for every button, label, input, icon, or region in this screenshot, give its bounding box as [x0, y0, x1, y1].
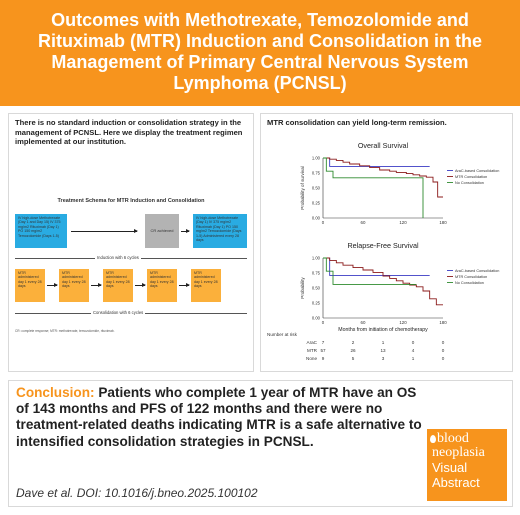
schema-title: Treatment Schema for MTR Induction and C…	[57, 198, 205, 204]
conclusion-body: Patients who complete 1 year of MTR have…	[16, 385, 422, 449]
conclusion-text: Conclusion: Patients who complete 1 year…	[16, 385, 424, 450]
risk-cell: 0	[442, 356, 445, 361]
logo-line-3: Visual	[432, 460, 468, 475]
x-tick-label: 180	[439, 320, 447, 325]
risk-row-name: None	[306, 356, 317, 361]
risk-cell: 9	[322, 356, 325, 361]
induction-label: Induction with 6 cycles	[95, 255, 141, 260]
y-tick-label: 0.50	[312, 186, 321, 191]
blood-neoplasia-logo: blood neoplasia Visual Abstract	[427, 429, 507, 501]
y-tick-label: 0.50	[312, 286, 321, 291]
consolidation-label: Consolidation with 6 cycles	[91, 310, 146, 315]
consolidation-arrow-1	[47, 283, 58, 287]
risk-cell: 2	[352, 340, 355, 345]
x-tick-label: 0	[322, 220, 325, 225]
header-banner: Outcomes with Methotrexate, Temozolomide…	[0, 0, 520, 106]
risk-row-name: AraC	[307, 340, 318, 345]
series-line-0	[323, 157, 430, 167]
induction-box-first: IV high-dose Methotrexate (Day 1 and Day…	[15, 214, 67, 248]
series-line-2	[323, 257, 417, 285]
x-tick-label: 120	[399, 220, 407, 225]
risk-cell: 26	[350, 348, 356, 353]
legend-label: AraC-based Consolidation	[455, 169, 499, 173]
conclusion-panel: Conclusion: Patients who complete 1 year…	[8, 380, 513, 507]
risk-cell: 3	[382, 356, 385, 361]
consolidation-box-5: MTR administered day 1 every 28 days	[191, 269, 221, 302]
chart-title: Overall Survival	[358, 141, 409, 150]
legend-label: No Consolidation	[455, 281, 484, 285]
blood-drop-icon	[430, 435, 436, 443]
induction-box-second: IV high-dose Methotrexate (Day 1) IV 375…	[193, 214, 247, 248]
risk-row-name: MTR	[307, 348, 318, 353]
y-axis-label: Probability of survival	[300, 166, 305, 209]
risk-cell: 7	[322, 340, 325, 345]
logo-line-1: blood	[437, 431, 469, 446]
risk-cell: 13	[380, 348, 386, 353]
citation: Dave et al. DOI: 10.1016/j.bneo.2025.100…	[16, 486, 258, 500]
survival-panel-title: MTR consolidation can yield long-term re…	[267, 118, 447, 127]
risk-cell: 1	[382, 340, 385, 345]
risk-cell: 4	[412, 348, 415, 353]
y-tick-label: 1.00	[312, 256, 321, 261]
y-tick-label: 0.75	[312, 271, 321, 276]
treatment-panel: There is no standard induction or consol…	[8, 113, 254, 372]
consolidation-arrow-2	[91, 283, 102, 287]
x-tick-label: 0	[322, 320, 325, 325]
y-tick-label: 0.75	[312, 171, 321, 176]
x-tick-label: 180	[439, 220, 447, 225]
intro-text: There is no standard induction or consol…	[15, 118, 243, 146]
chart-title: Relapse-Free Survival	[347, 241, 419, 250]
logo-line-4: Abstract	[432, 475, 480, 490]
legend-label: MTR Consolidation	[455, 275, 487, 279]
risk-cell: 0	[442, 348, 445, 353]
consolidation-box-3: MTR administered day 1 every 28 days	[103, 269, 133, 302]
conclusion-label: Conclusion:	[16, 385, 95, 400]
consolidation-arrow-4	[179, 283, 190, 287]
consolidation-box-2: MTR administered day 1 every 28 days	[59, 269, 89, 302]
risk-cell: 5	[352, 356, 355, 361]
risk-cell: 0	[412, 340, 415, 345]
legend-label: MTR Consolidation	[455, 175, 487, 179]
risk-cell: 0	[442, 340, 445, 345]
consolidation-box-1: MTR administered day 1 every 28 days	[15, 269, 45, 302]
risk-cell: 1	[412, 356, 415, 361]
arrow-to-cr	[71, 229, 138, 233]
y-tick-label: 0.25	[312, 301, 321, 306]
y-tick-label: 0.25	[312, 201, 321, 206]
x-tick-label: 120	[399, 320, 407, 325]
risk-cell: 57	[320, 348, 326, 353]
consolidation-arrow-3	[135, 283, 146, 287]
series-line-1	[323, 157, 443, 198]
risk-table-label: Number at risk	[267, 332, 298, 337]
y-axis-label: Probability	[300, 277, 305, 299]
legend-label: No Consolidation	[455, 181, 484, 185]
cr-achieved-box: CR achieved	[145, 214, 179, 248]
y-tick-label: 0.00	[312, 216, 321, 221]
survival-charts: Overall Survival 0.00 0.25 0.50 0.75 1.00 0 60 1…	[267, 141, 499, 361]
consolidation-box-4: MTR administered day 1 every 28 days	[147, 269, 177, 302]
legend-label: AraC-based Consolidation	[455, 269, 499, 273]
footnote: CR: complete response; MTR: methotrexate…	[15, 329, 115, 333]
x-axis-label: Months from initiation of chemotherapy	[338, 327, 428, 333]
page-title: Outcomes with Methotrexate, Temozolomide…	[38, 10, 482, 93]
series-line-1	[323, 257, 443, 306]
x-tick-label: 60	[361, 220, 366, 225]
survival-panel: MTR consolidation can yield long-term re…	[260, 113, 513, 372]
logo-line-2: neoplasia	[432, 445, 485, 460]
x-tick-label: 60	[361, 320, 366, 325]
y-tick-label: 0.00	[312, 316, 321, 321]
arrow-to-induction	[181, 229, 190, 233]
y-tick-label: 1.00	[312, 156, 321, 161]
series-line-2	[323, 157, 424, 218]
